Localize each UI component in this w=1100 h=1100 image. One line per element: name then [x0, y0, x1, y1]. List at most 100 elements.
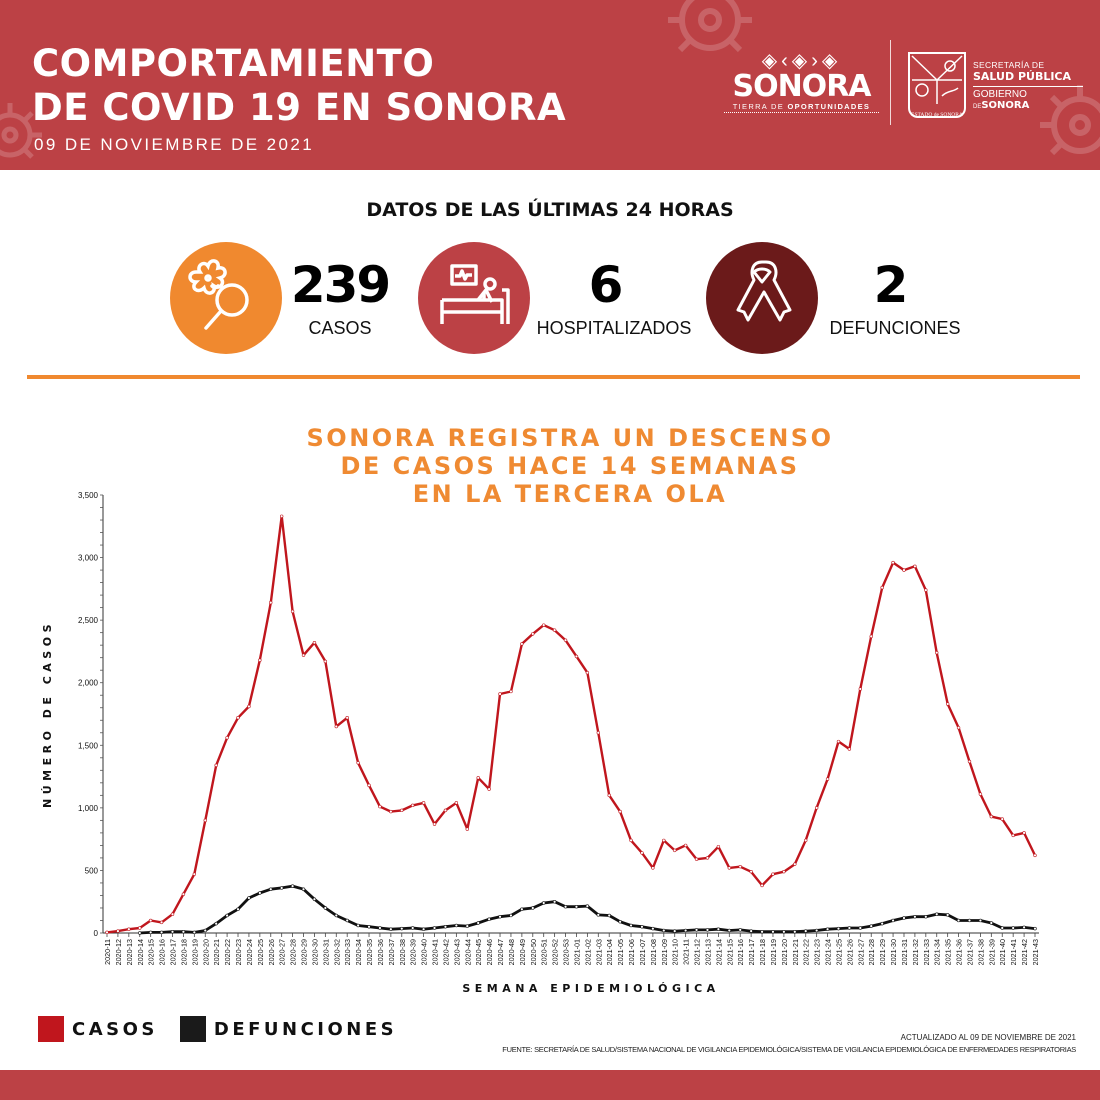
data-point-defunciones — [782, 930, 786, 934]
data-point-defunciones — [542, 901, 546, 905]
footer-bar — [0, 1070, 1100, 1100]
data-point-casos — [531, 632, 535, 636]
x-tick-label: 2021-07 — [638, 939, 647, 965]
data-point-defunciones — [662, 928, 666, 933]
data-point-casos — [913, 564, 917, 569]
data-point-casos — [127, 927, 131, 931]
data-point-casos — [967, 759, 972, 764]
x-tick-label: 2020-12 — [114, 939, 123, 965]
data-point-casos — [105, 930, 109, 935]
x-tick-label: 2021-01 — [572, 939, 581, 965]
data-point-casos — [378, 804, 382, 809]
x-tick-label: 2021-08 — [649, 939, 658, 965]
data-point-defunciones — [192, 930, 197, 935]
x-tick-label: 2020-40 — [420, 939, 429, 965]
data-point-casos — [410, 803, 415, 808]
x-tick-label: 2021-17 — [747, 939, 756, 965]
data-point-defunciones — [1011, 926, 1015, 930]
data-point-defunciones — [159, 930, 164, 935]
x-tick-label: 2021-16 — [736, 939, 745, 965]
data-point-casos — [279, 514, 284, 518]
x-tick-label: 2020-42 — [441, 939, 450, 965]
x-tick-label: 2020-41 — [431, 939, 440, 965]
data-point-defunciones — [552, 900, 557, 904]
data-point-defunciones — [312, 897, 317, 901]
data-point-casos — [978, 792, 983, 796]
data-point-defunciones — [694, 928, 699, 932]
data-point-casos — [236, 716, 240, 720]
x-tick-label: 2020-18 — [179, 939, 188, 965]
data-point-defunciones — [651, 926, 655, 931]
x-tick-label: 2020-25 — [256, 939, 265, 965]
data-point-defunciones — [465, 924, 469, 928]
x-tick-label: 2020-11 — [103, 939, 112, 965]
y-tick-label: 2,000 — [78, 679, 99, 688]
data-point-casos — [421, 801, 426, 805]
legend-label-casos: CASOS — [72, 1018, 158, 1040]
data-point-casos — [869, 634, 873, 639]
y-tick-label: 3,500 — [78, 491, 99, 500]
data-point-defunciones — [760, 930, 764, 934]
x-tick-label: 2020-16 — [158, 939, 167, 965]
data-point-casos — [771, 872, 775, 876]
data-point-defunciones — [738, 928, 742, 932]
data-point-casos — [716, 844, 721, 849]
x-tick-label: 2021-38 — [976, 939, 985, 965]
data-point-casos — [498, 692, 502, 696]
data-point-casos — [367, 783, 371, 788]
x-tick-label: 2020-31 — [321, 939, 330, 965]
data-point-casos — [694, 857, 699, 861]
data-point-casos — [989, 814, 994, 819]
data-point-casos — [814, 806, 819, 810]
data-point-defunciones — [269, 887, 273, 891]
secretaria-logo: SECRETARÍA DE SALUD PÚBLICA GOBIERNO DES… — [973, 60, 1083, 113]
title-line-2: DE COVID 19 EN SONORA — [32, 86, 567, 129]
data-point-casos — [738, 864, 742, 869]
chart-title-line-1: SONORA REGISTRA UN DESCENSO — [306, 424, 834, 452]
x-tick-label: 2021-43 — [1031, 939, 1040, 965]
x-tick-label: 2020-27 — [278, 939, 287, 965]
series-line-casos — [106, 515, 1037, 934]
data-point-casos — [214, 763, 218, 768]
data-point-casos — [323, 659, 328, 664]
data-point-defunciones — [1022, 925, 1026, 930]
x-tick-label: 2021-06 — [627, 939, 636, 965]
data-point-defunciones — [531, 906, 535, 910]
x-tick-label: 2021-10 — [671, 939, 680, 965]
data-point-casos — [345, 716, 349, 720]
data-point-defunciones — [836, 926, 841, 931]
data-point-defunciones — [825, 927, 830, 931]
data-point-defunciones — [596, 913, 600, 917]
x-tick-label: 2021-20 — [780, 939, 789, 965]
data-point-casos — [956, 726, 961, 730]
data-point-defunciones — [716, 927, 721, 931]
x-tick-label: 2021-23 — [813, 939, 822, 965]
x-tick-label: 2021-02 — [583, 939, 592, 965]
secretaria-line1: SECRETARÍA DE — [973, 60, 1045, 70]
data-point-defunciones — [236, 907, 240, 911]
x-tick-label: 2021-15 — [725, 939, 734, 965]
data-point-defunciones — [673, 929, 677, 933]
x-tick-label: 2020-14 — [136, 939, 145, 965]
data-point-defunciones — [247, 896, 251, 900]
data-point-casos — [782, 869, 786, 874]
logo-glyphs: ◈‹◈›◈ — [761, 50, 842, 72]
data-point-casos — [683, 843, 688, 848]
virus-decoration-icon — [668, 0, 752, 53]
x-tick-label: 2021-27 — [856, 939, 865, 965]
x-tick-label: 2021-41 — [1009, 939, 1018, 965]
data-point-casos — [935, 650, 939, 655]
sonora-word: SONORA — [981, 100, 1030, 111]
x-tick-label: 2020-36 — [376, 939, 385, 965]
x-tick-label: 2021-34 — [933, 939, 942, 965]
x-tick-label: 2020-49 — [518, 939, 527, 965]
defunciones-label: DEFUNCIONES — [829, 318, 961, 338]
shield-label: ESTADO de SONORA — [911, 112, 963, 118]
x-tick-label: 2021-09 — [660, 939, 669, 965]
data-point-defunciones — [509, 913, 513, 918]
data-point-casos — [1022, 831, 1026, 835]
x-tick-label: 2020-39 — [409, 939, 418, 965]
gobierno-line: GOBIERNO — [973, 89, 1027, 100]
data-point-casos — [1000, 817, 1004, 821]
updated-note: ACTUALIZADO AL 09 DE NOVIEMBRE DE 2021 — [900, 1033, 1076, 1042]
